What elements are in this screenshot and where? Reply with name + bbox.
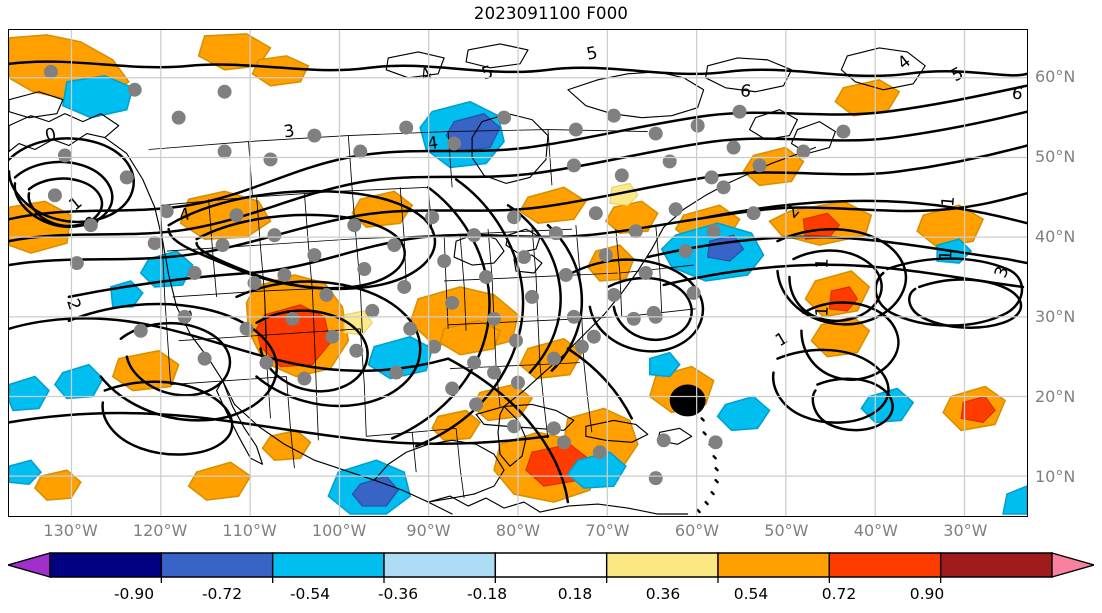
contour-label-6b: 6 <box>1010 82 1025 104</box>
colorbar-tick-label-1: -0.72 <box>201 585 243 603</box>
lat-label-10n: 10°N <box>1035 467 1076 486</box>
colorbar-band <box>8 552 51 578</box>
contour-label-1e: 1 <box>937 195 958 207</box>
page-title: 2023091100 F000 <box>473 4 629 23</box>
colorbar-band <box>49 552 163 578</box>
lat-label-30n: 30°N <box>1035 307 1076 326</box>
gridlines-layer <box>9 30 1027 516</box>
lon-label-110w: 110°W <box>222 521 277 540</box>
contour-label-4d: 4 <box>893 51 914 73</box>
colorbar-band <box>1051 552 1094 578</box>
map-canvas[interactable]: 0 1 2 2 2 3 4 4 4 5 5 6 4 5 6 2 1 <box>9 30 1027 516</box>
lon-label-70w: 70°W <box>585 521 630 540</box>
lon-label-100w: 100°W <box>311 521 367 540</box>
colorbar-tick-label-0: -0.90 <box>113 585 155 603</box>
lon-label-40w: 40°W <box>853 521 898 540</box>
colorbar-tick-label-3: -0.36 <box>377 585 419 603</box>
lon-label-90w: 90°W <box>406 521 451 540</box>
lat-label-20n: 20°N <box>1035 387 1076 406</box>
colorbar[interactable] <box>8 551 1094 589</box>
colorbar-tick-label-4: -0.18 <box>466 585 508 603</box>
contour-label-1d: 1 <box>771 327 790 350</box>
colorbar-tick-label-8: 0.72 <box>821 585 857 603</box>
contour-label-1c: 1 <box>811 305 831 316</box>
colorbar-canvas[interactable] <box>8 551 1094 589</box>
lon-label-60w: 60°W <box>674 521 720 540</box>
colorbar-band <box>828 552 942 578</box>
colorbar-band <box>160 552 274 578</box>
colorbar-tick-label-7: 0.54 <box>733 585 769 603</box>
lon-label-130w: 130°W <box>43 521 98 540</box>
station-markers-layer <box>43 64 851 486</box>
colorbar-band <box>939 552 1053 578</box>
contour-label-1f: 1 <box>935 250 955 261</box>
lon-label-120w: 120°W <box>132 521 188 540</box>
colorbar-band <box>383 552 497 578</box>
colorbar-band <box>605 552 719 578</box>
contour-lines-layer <box>9 60 1027 504</box>
contour-label-4c: 4 <box>177 203 192 225</box>
coastlines-layer <box>9 43 926 515</box>
colorbar-band <box>271 552 385 578</box>
lat-label-40n: 40°N <box>1035 227 1076 246</box>
contour-label-2b: 2 <box>63 296 85 312</box>
map-panel[interactable]: 0 1 2 2 2 3 4 4 4 5 5 6 4 5 6 2 1 <box>8 29 1028 517</box>
lon-label-50w: 50°W <box>764 521 809 540</box>
contour-label-6: 6 <box>739 80 752 101</box>
lon-label-80w: 80°W <box>495 521 541 540</box>
contour-label-1b: 1 <box>811 258 831 269</box>
lat-label-50n: 50°N <box>1035 147 1076 166</box>
lat-label-60n: 60°N <box>1035 67 1076 86</box>
contour-label-4b: 4 <box>426 132 439 153</box>
colorbar-tick-label-9: 0.90 <box>909 585 945 603</box>
colorbar-tick-label-6: 0.36 <box>645 585 681 603</box>
contour-label-5b: 5 <box>585 42 600 64</box>
colorbar-tick-label-5: 0.18 <box>557 585 593 603</box>
colorbar-band <box>494 552 608 578</box>
lon-label-30w: 30°W <box>943 521 988 540</box>
colorbar-tick-label-2: -0.54 <box>289 585 331 603</box>
colorbar-band <box>717 552 831 578</box>
tropical-cyclone-blob <box>669 384 706 417</box>
contour-label-5c: 5 <box>948 63 967 86</box>
contour-label-0: 0 <box>43 123 59 145</box>
contour-label-3: 3 <box>282 120 295 141</box>
